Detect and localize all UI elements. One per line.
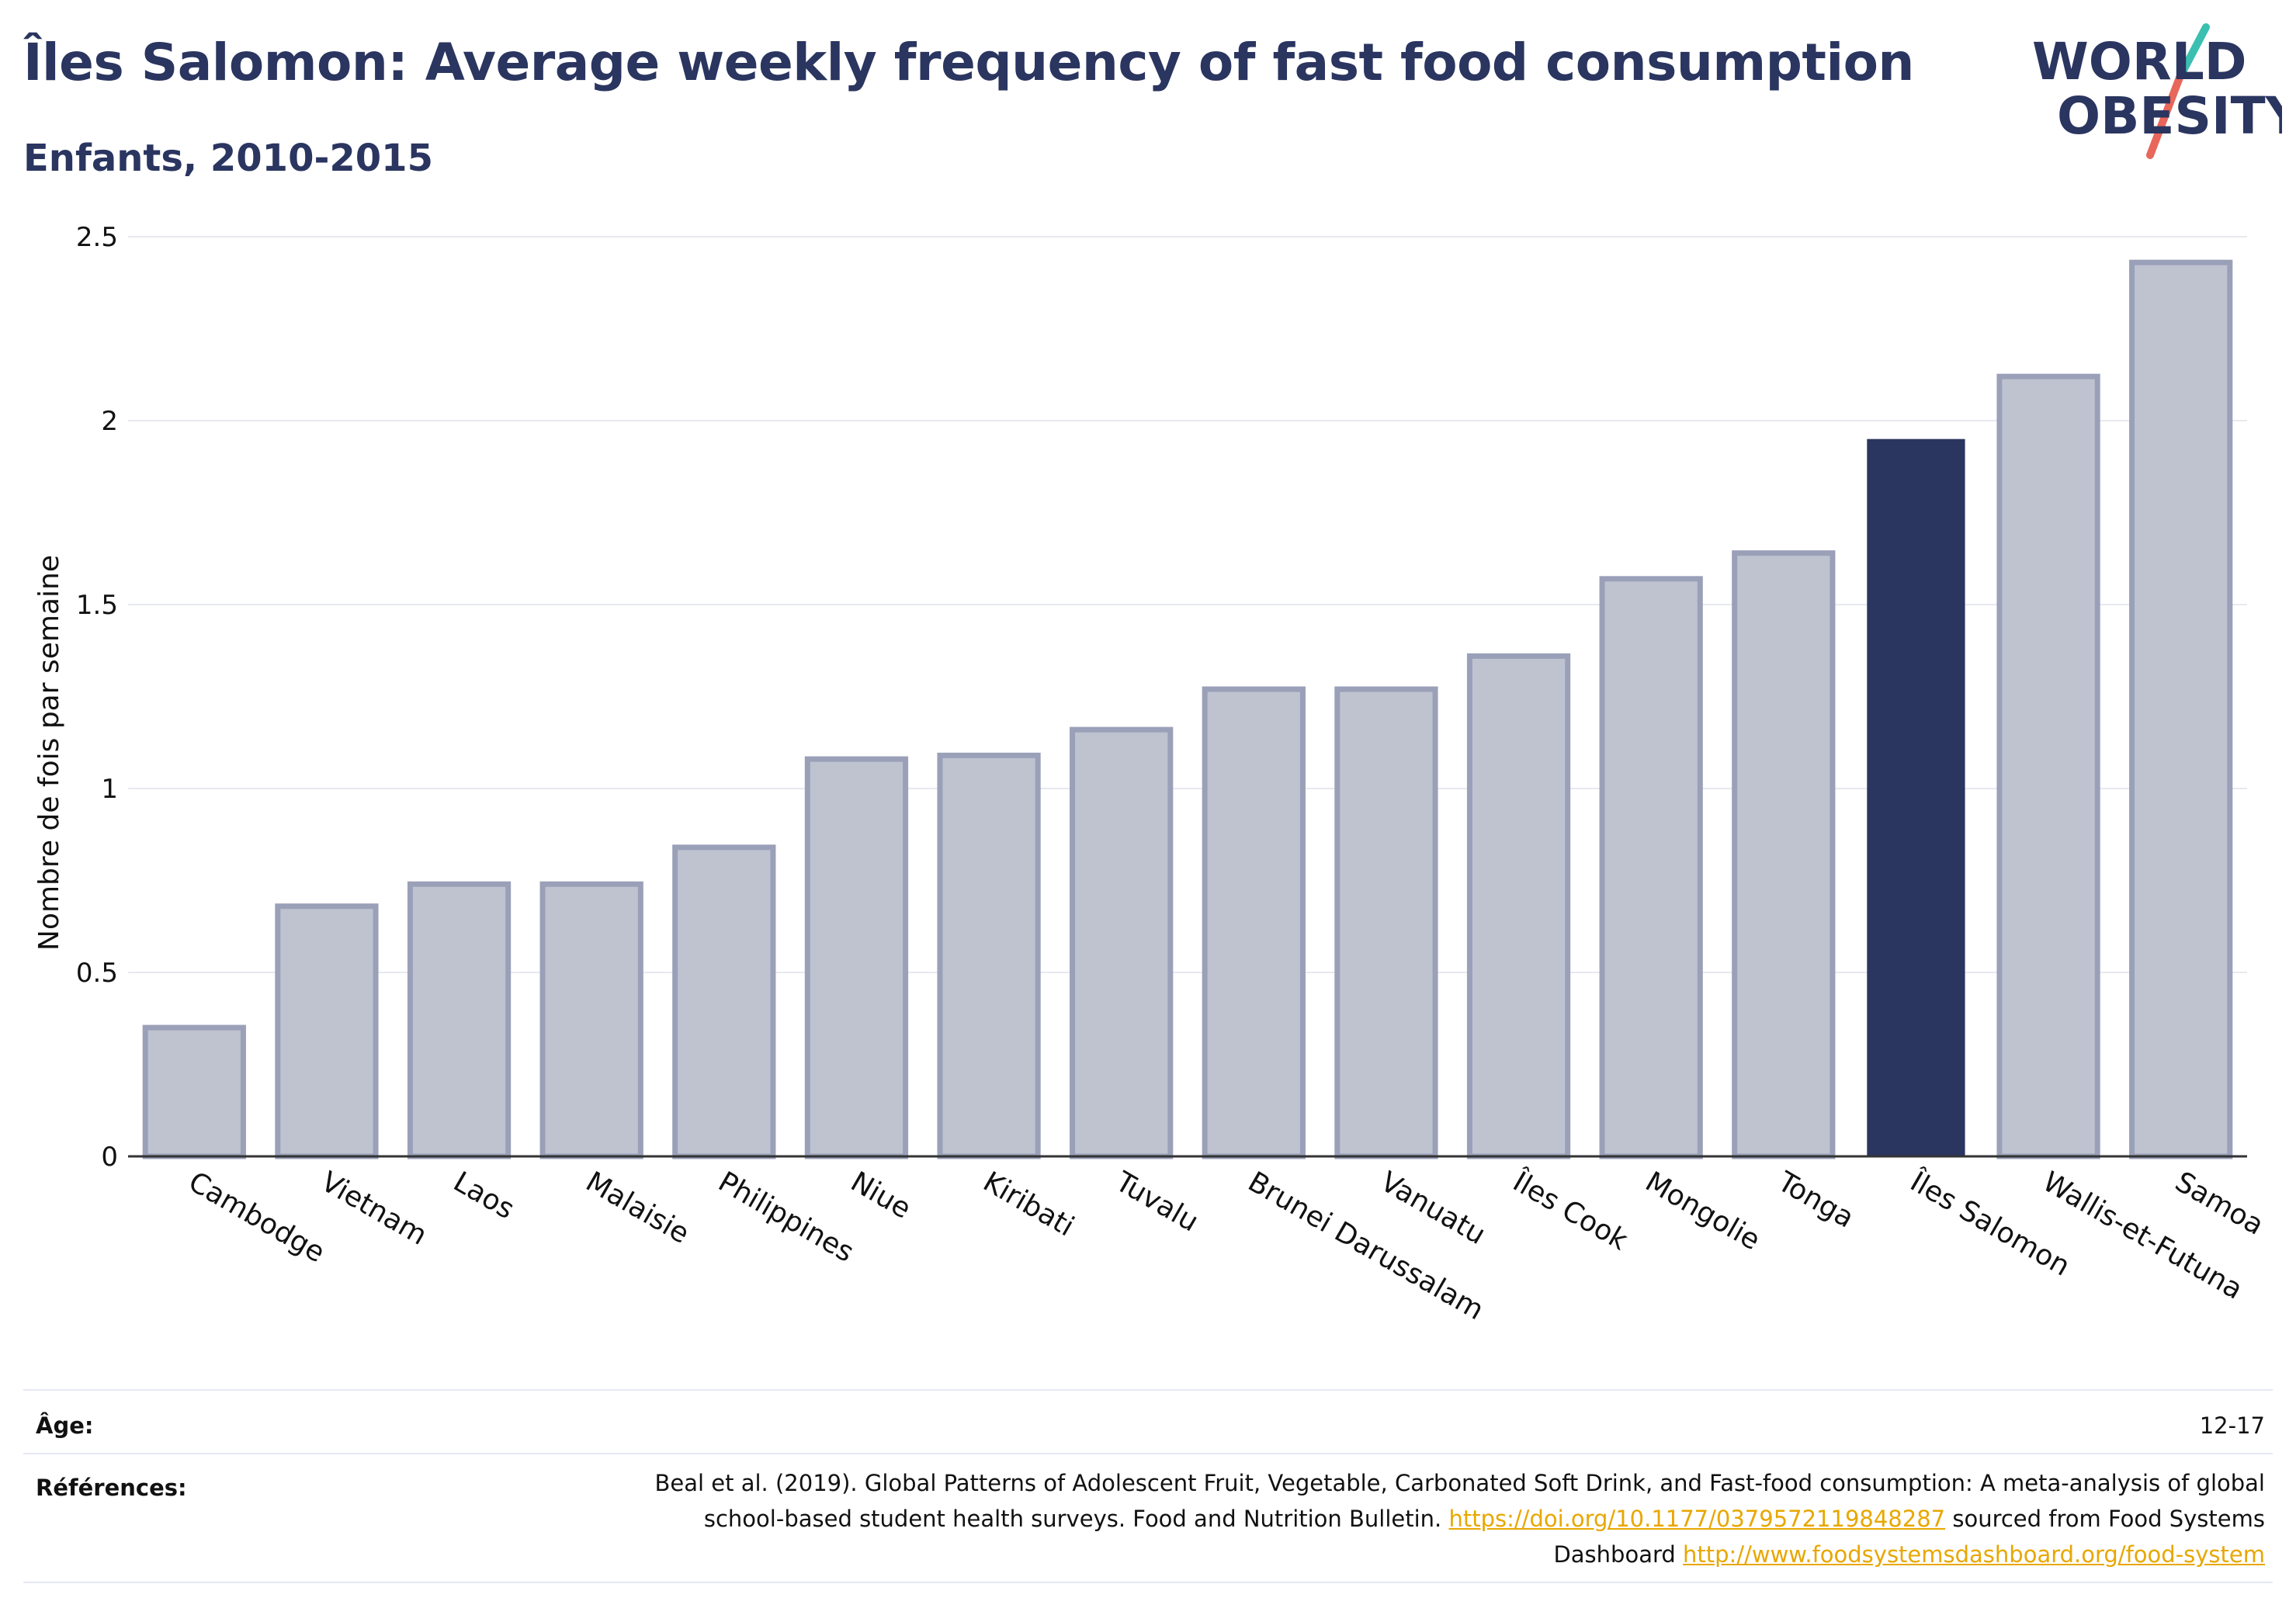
x-tick-label: Kiribati xyxy=(978,1166,1080,1242)
food-systems-link[interactable]: http://www.foodsystemsdashboard.org/food… xyxy=(1683,1541,2265,1568)
y-tick-label: 2 xyxy=(101,406,118,437)
x-tick-label: Tonga xyxy=(1771,1166,1859,1235)
x-tick-label: Cambodge xyxy=(183,1166,330,1269)
footer-divider-bottom xyxy=(23,1582,2273,1583)
x-tick-label: Îles Cook xyxy=(1507,1165,1633,1256)
bar-tuvalu xyxy=(1070,726,1174,1159)
bar-malaisie xyxy=(539,881,643,1159)
y-tick-label: 0 xyxy=(101,1142,118,1173)
logo-slash-teal xyxy=(2176,23,2210,81)
bar-vanuatu xyxy=(1334,686,1438,1159)
x-tick-label: Tuvalu xyxy=(1109,1166,1203,1239)
chart-subtitle: Enfants, 2010-2015 xyxy=(23,137,433,180)
bar-brunei-darussalam xyxy=(1202,686,1306,1159)
age-label: Âge: xyxy=(36,1412,94,1439)
chart-title: Îles Salomon: Average weekly frequency o… xyxy=(23,33,1914,92)
bar-kiribati xyxy=(937,752,1041,1159)
bar--les-cook xyxy=(1466,653,1571,1159)
age-value: 12-17 xyxy=(2199,1412,2265,1439)
bar-wallis-et-futuna xyxy=(1996,373,2100,1159)
y-tick-label: 1.5 xyxy=(76,590,118,621)
bar-cambodge xyxy=(142,1024,246,1159)
x-tick-label: Brunei Darussalam xyxy=(1243,1166,1489,1326)
bar-tonga xyxy=(1732,550,1836,1159)
x-tick-label: Vietnam xyxy=(315,1166,432,1252)
y-tick-label: 0.5 xyxy=(76,958,118,989)
references-citation: Beal et al. (2019). Global Patterns of A… xyxy=(654,1470,2265,1532)
logo-slash-red xyxy=(2146,74,2183,159)
references-label: Références: xyxy=(36,1475,187,1501)
world-obesity-logo: WORLD OBESITY xyxy=(2032,23,2282,159)
x-tick-label: Mongolie xyxy=(1640,1166,1766,1256)
bar-laos xyxy=(407,881,512,1159)
bar-mongolie xyxy=(1599,576,1703,1159)
bars xyxy=(142,259,2233,1159)
x-tick-label: Samoa xyxy=(2169,1166,2269,1242)
y-tick-label: 1 xyxy=(101,774,118,805)
bar-samoa xyxy=(2129,259,2233,1159)
references-text: Beal et al. (2019). Global Patterns of A… xyxy=(635,1465,2265,1572)
logo-line2: OBESITY xyxy=(2057,86,2282,146)
bar-vietnam xyxy=(275,903,379,1159)
x-tick-label: Malaisie xyxy=(581,1166,695,1250)
logo-line1: WORLD xyxy=(2032,32,2247,92)
y-tick-label: 2.5 xyxy=(76,222,118,253)
footer-divider-top xyxy=(23,1389,2273,1391)
bar-niue xyxy=(804,756,909,1159)
bar--les-salomon xyxy=(1867,438,1965,1156)
x-tick-label: Philippines xyxy=(713,1166,858,1268)
doi-link[interactable]: https://doi.org/10.1177/0379572119848287 xyxy=(1448,1506,1946,1532)
bar-philippines xyxy=(672,844,776,1159)
references-source: sourced from Food Systems Dashboard xyxy=(1553,1506,2265,1568)
y-tick-labels: 0 0.5 1 1.5 2 2.5 xyxy=(76,222,118,1173)
x-tick-label: Niue xyxy=(845,1166,916,1225)
x-tick-label: Laos xyxy=(448,1166,519,1225)
y-axis-label: Nombre de fois par semaine xyxy=(33,555,65,951)
x-tick-label: Vanuatu xyxy=(1375,1166,1490,1251)
footer-divider-middle xyxy=(23,1453,2273,1454)
